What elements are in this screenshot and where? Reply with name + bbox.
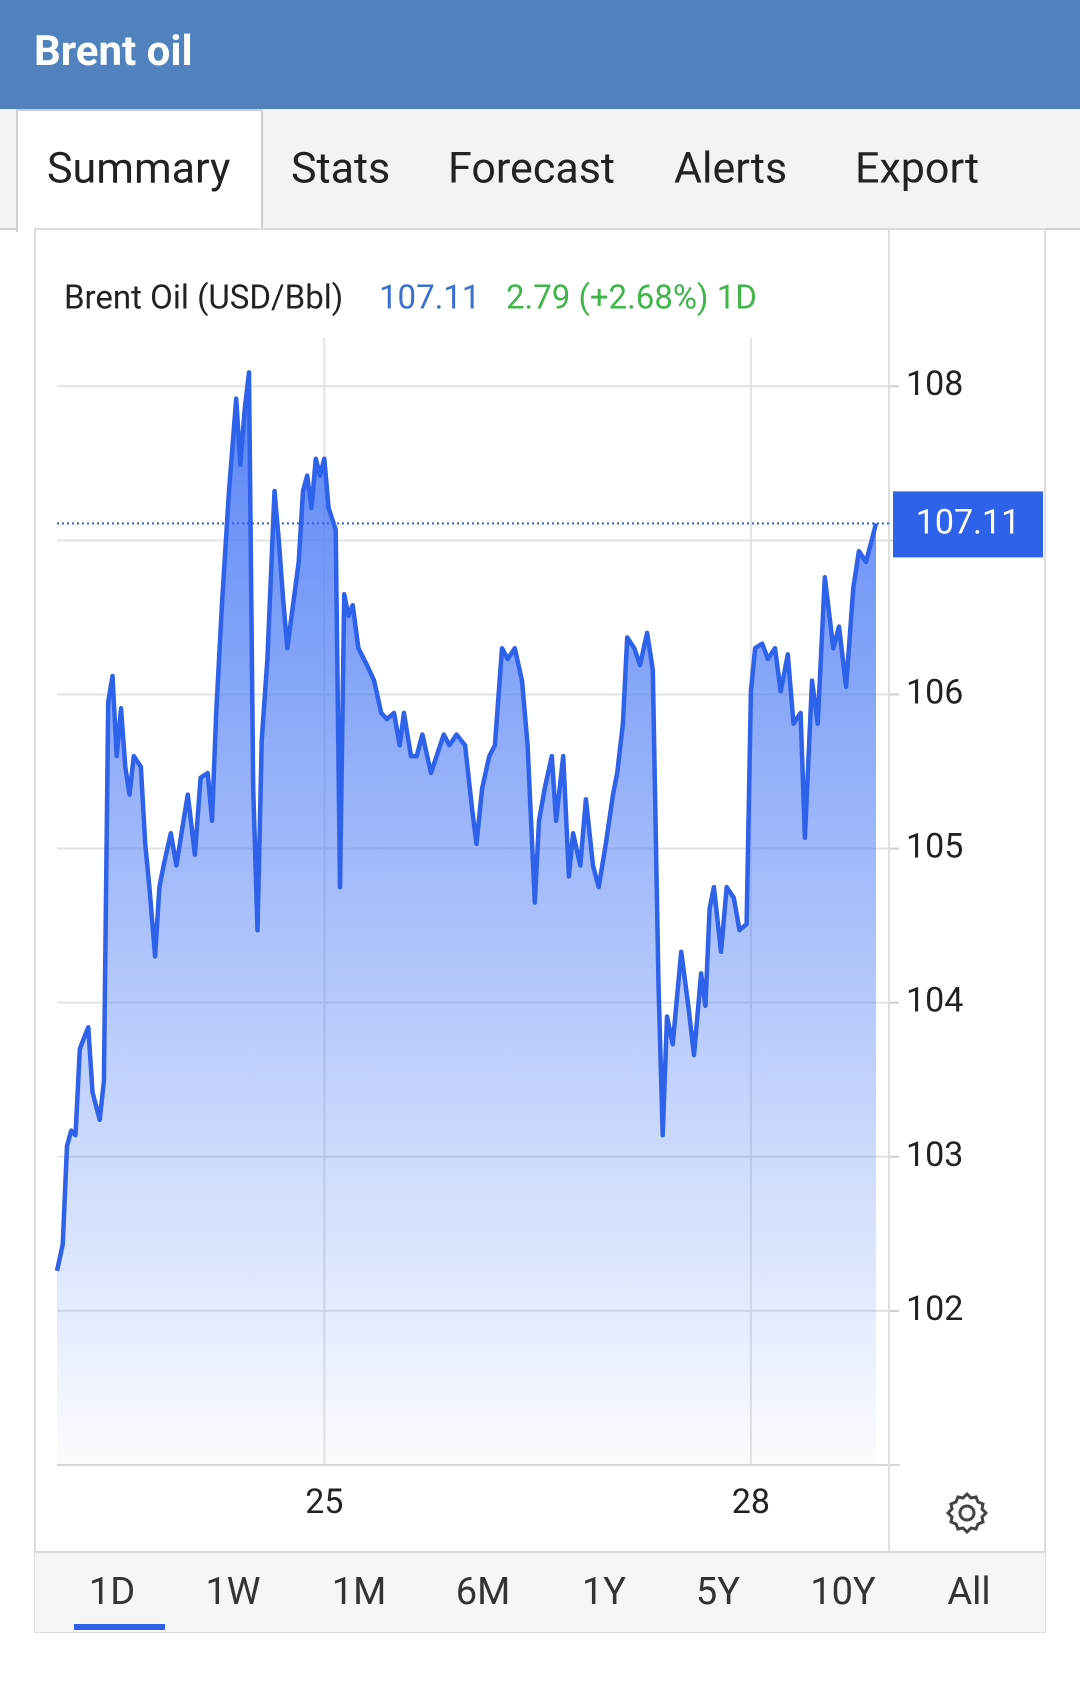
range-option[interactable]: 10Y bbox=[810, 1570, 876, 1614]
range-underline bbox=[74, 1624, 165, 1630]
price-line bbox=[54, 370, 879, 1272]
y-tick-label: 108 bbox=[906, 364, 963, 404]
header-bar bbox=[0, 0, 1080, 109]
y-tick-label: 104 bbox=[906, 981, 963, 1021]
range-option[interactable]: 1W bbox=[205, 1570, 260, 1614]
settings-icon[interactable] bbox=[945, 1491, 989, 1535]
y-tick-label: 105 bbox=[906, 827, 963, 867]
tab-label[interactable]: Summary bbox=[47, 143, 230, 193]
tab-label[interactable]: Stats bbox=[291, 143, 390, 193]
tab-label[interactable]: Export bbox=[855, 143, 979, 193]
range-bar bbox=[35, 1552, 1045, 1632]
price-change: 2.79 (+2.68%) 1D bbox=[506, 279, 757, 318]
range-option[interactable]: 1M bbox=[332, 1570, 387, 1614]
range-option[interactable]: 6M bbox=[456, 1570, 511, 1614]
price-area bbox=[57, 372, 876, 1465]
range-option[interactable]: 1Y bbox=[582, 1570, 626, 1614]
x-tick-label: 28 bbox=[732, 1482, 770, 1522]
y-tick-label: 103 bbox=[906, 1135, 963, 1175]
price-tag bbox=[893, 491, 1043, 558]
tab-label[interactable]: Forecast bbox=[448, 143, 615, 193]
range-option[interactable]: All bbox=[947, 1570, 990, 1614]
header-title: Brent oil bbox=[34, 27, 193, 76]
range-option[interactable]: 5Y bbox=[696, 1570, 740, 1614]
y-tick-label: 102 bbox=[906, 1289, 963, 1329]
current-price: 107.11 bbox=[379, 279, 480, 318]
y-tick-label: 106 bbox=[906, 672, 963, 712]
range-option[interactable]: 1D bbox=[89, 1570, 135, 1614]
tab-label[interactable]: Alerts bbox=[674, 143, 787, 193]
chart-title: Brent Oil (USD/Bbl) bbox=[64, 279, 343, 318]
x-tick-label: 25 bbox=[305, 1482, 343, 1522]
price-tag-label: 107.11 bbox=[916, 502, 1021, 542]
